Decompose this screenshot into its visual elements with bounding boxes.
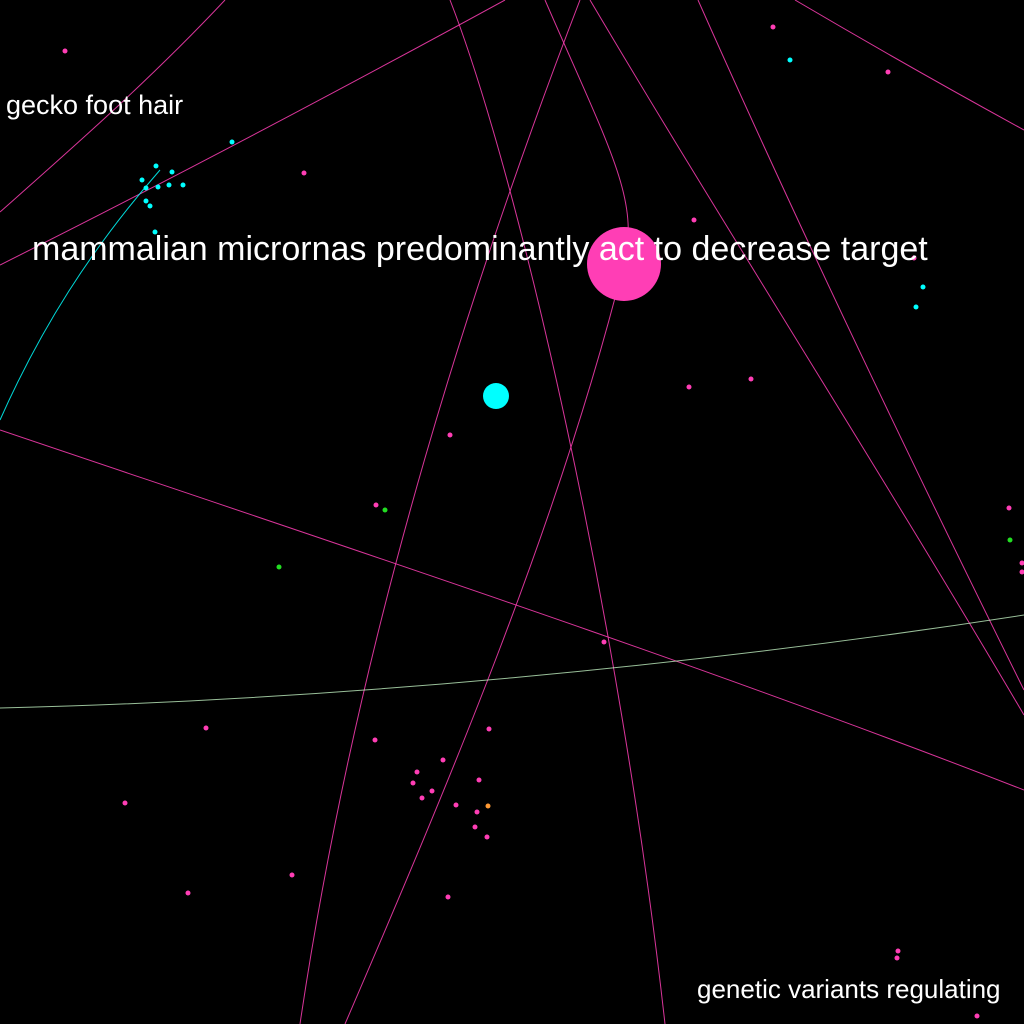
node-cyan-12 bbox=[229, 139, 235, 145]
node-magenta-49 bbox=[894, 955, 900, 961]
node-magenta-50 bbox=[974, 1013, 980, 1019]
edge-4 bbox=[344, 0, 629, 1024]
node-magenta-39 bbox=[419, 795, 425, 801]
node-magenta-18 bbox=[301, 170, 307, 176]
node-cyan-14 bbox=[787, 57, 793, 63]
node-magenta-21 bbox=[691, 217, 697, 223]
node-magenta-46 bbox=[185, 890, 191, 896]
node-cyan-6 bbox=[143, 185, 149, 191]
node-magenta-19 bbox=[770, 24, 776, 30]
node-magenta-23 bbox=[686, 384, 692, 390]
node-magenta-28 bbox=[1019, 560, 1024, 566]
node-magenta-45 bbox=[289, 872, 295, 878]
node-magenta-34 bbox=[440, 757, 446, 763]
node-magenta-29 bbox=[1019, 569, 1024, 575]
edge-9 bbox=[0, 429, 1024, 791]
node-cyan-5 bbox=[139, 177, 145, 183]
node-cyan-8 bbox=[166, 182, 172, 188]
node-green-51 bbox=[382, 507, 388, 513]
node-cyan-3 bbox=[153, 163, 159, 169]
node-magenta-38 bbox=[429, 788, 435, 794]
edge-2 bbox=[0, 0, 506, 266]
node-cyan-13 bbox=[152, 229, 158, 235]
node-magenta-35 bbox=[414, 769, 420, 775]
node-cyan-15 bbox=[920, 284, 926, 290]
node-magenta-40 bbox=[453, 802, 459, 808]
node-magenta-24 bbox=[748, 376, 754, 382]
node-magenta-30 bbox=[601, 639, 607, 645]
edge-11 bbox=[0, 614, 1024, 709]
node-label-mammalian-micrornas: mammalian micrornas predominantly act to… bbox=[32, 230, 928, 268]
node-cyan-4 bbox=[169, 169, 175, 175]
node-green-52 bbox=[276, 564, 282, 570]
node-orange-54 bbox=[485, 803, 491, 809]
node-label-gecko-foot-hair: gecko foot hair bbox=[6, 90, 184, 120]
node-magenta-17 bbox=[62, 48, 68, 54]
node-hub-cyan bbox=[483, 383, 509, 409]
edge-7 bbox=[697, 0, 1024, 691]
node-magenta-41 bbox=[474, 809, 480, 815]
node-cyan-10 bbox=[143, 198, 149, 204]
node-green-53 bbox=[1007, 537, 1013, 543]
nodes-layer bbox=[62, 24, 1024, 1019]
node-cyan-7 bbox=[155, 184, 161, 190]
edge-1 bbox=[0, 0, 226, 213]
node-label-genetic-variants: genetic variants regulating bbox=[697, 974, 1001, 1004]
node-magenta-27 bbox=[1006, 505, 1012, 511]
node-magenta-32 bbox=[372, 737, 378, 743]
edge-5 bbox=[299, 0, 581, 1024]
edge-8 bbox=[794, 0, 1024, 131]
node-magenta-48 bbox=[895, 948, 901, 954]
node-magenta-25 bbox=[447, 432, 453, 438]
edge-3 bbox=[449, 0, 666, 1024]
node-magenta-47 bbox=[445, 894, 451, 900]
node-magenta-36 bbox=[410, 780, 416, 786]
node-magenta-22 bbox=[911, 255, 917, 261]
node-cyan-16 bbox=[913, 304, 919, 310]
node-magenta-31 bbox=[203, 725, 209, 731]
node-magenta-20 bbox=[885, 69, 891, 75]
node-magenta-43 bbox=[484, 834, 490, 840]
node-hub-micrornas bbox=[587, 227, 661, 301]
node-magenta-37 bbox=[476, 777, 482, 783]
node-magenta-42 bbox=[472, 824, 478, 830]
edge-6 bbox=[589, 0, 1024, 716]
node-magenta-26 bbox=[373, 502, 379, 508]
edge-10 bbox=[0, 169, 161, 421]
node-magenta-44 bbox=[122, 800, 128, 806]
node-magenta-33 bbox=[486, 726, 492, 732]
node-cyan-11 bbox=[147, 203, 153, 209]
node-cyan-9 bbox=[180, 182, 186, 188]
